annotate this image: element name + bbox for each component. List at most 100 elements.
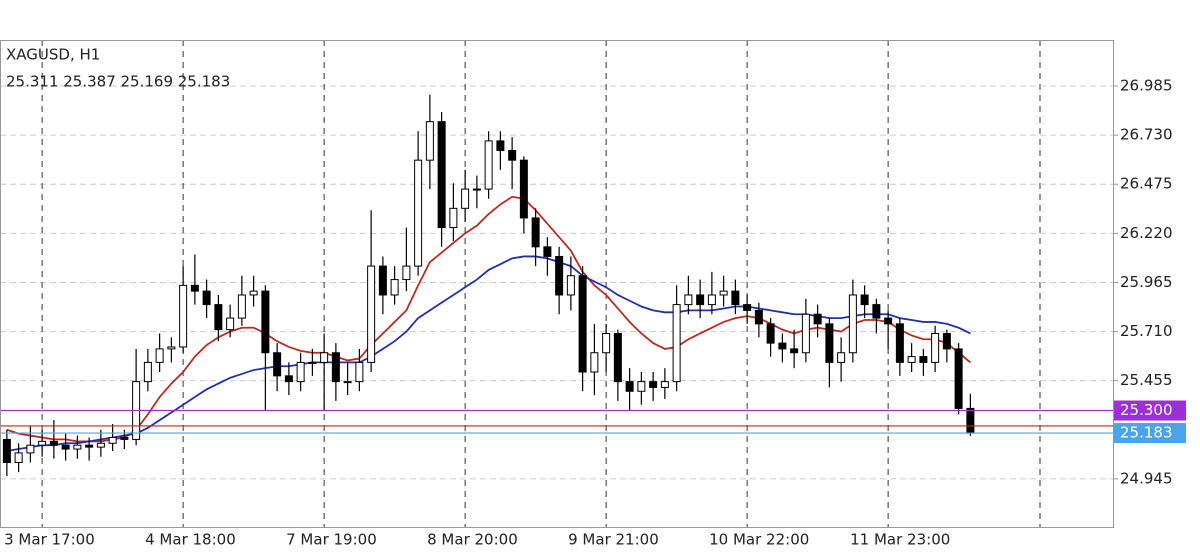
candle-body	[343, 381, 352, 384]
candle-body	[96, 442, 105, 448]
x-tick-label: 4 Mar 18:00	[145, 531, 236, 549]
candle-body	[296, 361, 305, 383]
candle-body	[14, 452, 23, 464]
candle-body	[484, 140, 493, 190]
candle-body	[367, 265, 376, 363]
x-tick-label: 10 Mar 22:00	[709, 531, 809, 549]
candle-body	[26, 444, 35, 454]
candle-body	[625, 381, 634, 392]
candle-body	[226, 317, 235, 331]
candle-body	[202, 290, 211, 306]
candle-body	[214, 304, 223, 331]
x-tick-label: 7 Mar 19:00	[286, 531, 377, 549]
candle-body	[519, 159, 528, 219]
candle-body	[38, 440, 47, 446]
candle-body	[449, 207, 458, 229]
y-tick-label: 26.475	[1120, 175, 1173, 193]
candle-body	[872, 304, 881, 319]
candle-body	[684, 294, 693, 306]
candle-body	[273, 352, 282, 377]
candle-body	[2, 438, 11, 464]
candle-body	[566, 275, 575, 296]
candle-body	[49, 440, 58, 446]
candle-body	[613, 332, 622, 383]
candle-body	[531, 217, 540, 248]
candle-body	[402, 265, 411, 281]
price-level-tag	[1114, 400, 1186, 421]
symbol-title: XAGUSD, H1	[6, 46, 100, 64]
candle-body	[249, 290, 258, 296]
candle-body	[143, 361, 152, 383]
candle-body	[919, 356, 928, 363]
candle-body	[167, 346, 176, 350]
candle-body	[284, 375, 293, 383]
y-tick-label: 26.985	[1120, 77, 1173, 95]
y-tick-label: 26.730	[1120, 126, 1173, 144]
candle-body	[907, 356, 916, 363]
y-tick-label: 24.945	[1120, 469, 1173, 487]
candle-body	[813, 313, 822, 325]
candle-body	[437, 121, 446, 229]
candle-body	[108, 436, 117, 444]
price-level-tag	[1114, 423, 1186, 444]
candle-body	[425, 121, 434, 161]
candle-body	[378, 265, 387, 296]
candle-body	[790, 348, 799, 354]
candle-body	[555, 255, 564, 296]
candle-body	[848, 294, 857, 354]
candle-body	[754, 309, 763, 325]
candle-body	[331, 352, 340, 383]
candle-body	[414, 159, 423, 267]
candle-body	[61, 444, 70, 450]
candle-body	[461, 188, 470, 209]
candle-body	[320, 352, 329, 363]
candle-body	[85, 444, 94, 448]
candle-body	[155, 348, 164, 363]
candle-body	[719, 290, 728, 296]
candle-body	[837, 352, 846, 363]
y-tick-label: 26.220	[1120, 224, 1173, 242]
y-tick-label: 25.710	[1120, 322, 1173, 340]
y-tick-label: 25.455	[1120, 371, 1173, 389]
candle-body	[707, 294, 716, 306]
x-tick-label: 3 Mar 17:00	[4, 531, 95, 549]
y-tick-label: 25.965	[1120, 273, 1173, 291]
candle-body	[637, 381, 646, 392]
candle-body	[931, 332, 940, 363]
candle-body	[190, 284, 199, 292]
candle-body	[472, 188, 481, 191]
candle-body	[954, 348, 963, 409]
candle-body	[602, 332, 611, 354]
candle-body	[179, 284, 188, 348]
x-tick-label: 8 Mar 20:00	[427, 531, 518, 549]
plot-frame	[0, 40, 1114, 528]
candle-body	[884, 317, 893, 325]
candle-body	[73, 444, 82, 450]
candle-body	[261, 290, 270, 354]
candle-body	[237, 294, 246, 319]
candle-body	[942, 332, 951, 350]
candle-body	[308, 361, 317, 364]
candle-body	[649, 381, 658, 388]
candle-body	[590, 352, 599, 373]
candle-body	[496, 140, 505, 152]
candle-body	[355, 361, 364, 383]
price-level-label: 25.300	[1120, 401, 1173, 419]
candle-body	[860, 294, 869, 306]
candle-body	[825, 323, 834, 363]
candle-body	[120, 436, 129, 440]
x-tick-label: 11 Mar 23:00	[850, 531, 950, 549]
candle-body	[966, 407, 975, 434]
candle-body	[778, 342, 787, 350]
candle-body	[801, 313, 810, 354]
x-tick-label: 9 Mar 21:00	[568, 531, 659, 549]
price-level-label: 25.183	[1120, 424, 1173, 442]
candle-body	[508, 150, 517, 161]
candle-body	[660, 381, 669, 388]
candle-body	[543, 246, 552, 257]
candle-body	[766, 323, 775, 344]
candle-body	[672, 304, 681, 383]
candle-body	[895, 323, 904, 363]
